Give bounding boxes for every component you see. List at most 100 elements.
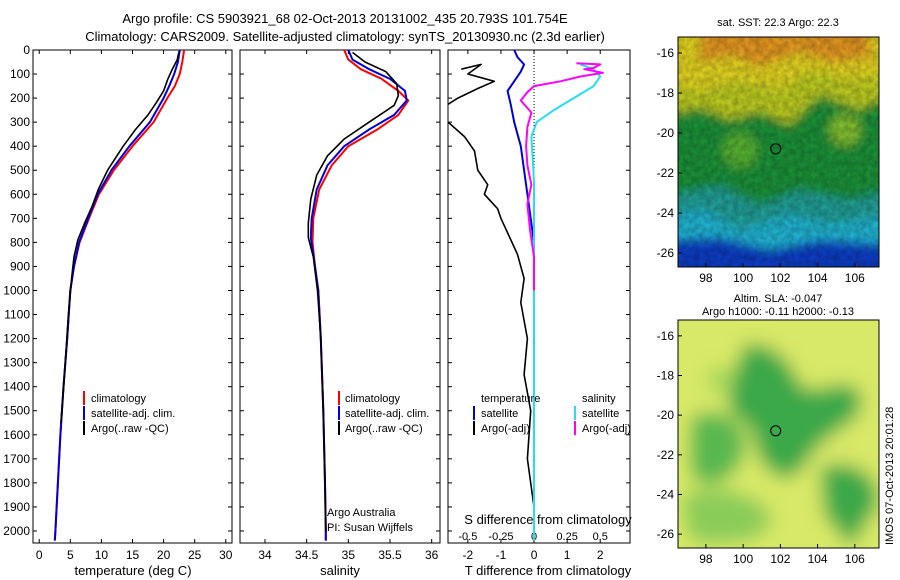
legend-label-climatology: climatology [345,393,401,405]
legend-label-argo: Argo(..raw -QC) [91,423,169,435]
map-y-tick-label: -22 [657,166,675,180]
sst-map-field [678,37,879,267]
map-y-tick-label: -22 [657,448,675,462]
x-tick-label: 20 [157,548,171,562]
x-tick-label: 0 [36,548,43,562]
legend-heading-salinity: salinity [582,393,616,405]
salinity-panel-frame [239,49,441,544]
y-tick-label: 1900 [3,500,30,514]
x-tick-label: 0 [531,548,538,562]
y-tick-label: 1700 [3,452,30,466]
x-tick-label: 25 [188,548,202,562]
map-y-tick-label: -18 [657,369,675,383]
series-line-climatology [53,50,186,541]
legend-label-temp-satellite: satellite [481,408,518,420]
series-line-salinity_satellite [530,63,602,541]
temperature-lines [53,50,186,541]
y-tick-label: 2000 [3,524,30,538]
legend-label-satellite: satellite-adj. clim. [91,408,175,420]
legend-label-sal-argo: Argo(-adj) [582,423,631,435]
sla-map-axes: 98 100 102 104 106 -16 -18 -20 -22 -24 -26 [657,329,865,566]
temperature-xlabel: temperature (deg C) [74,563,191,578]
legend-label-satellite: satellite-adj. clim. [345,408,429,420]
series-line-salinity_argo [519,62,604,291]
x-tick-label: 36 [425,548,439,562]
map-x-tick-label: 102 [770,552,790,566]
series-line-satellite [53,50,181,541]
y-tick-label: 1000 [3,283,30,297]
map-x-tick-label: 102 [770,271,790,285]
legend-label-temp-argo: Argo(-adj) [481,423,530,435]
difference-lines [448,50,604,543]
y-tick-label: 0 [23,43,30,57]
salinity-xlabel: salinity [320,563,360,578]
y-tick-label: 1300 [3,356,30,370]
x-tick-label: 35.5 [378,548,402,562]
series-line-argo [307,51,400,532]
map-y-tick-label: -16 [657,46,675,60]
sla-map-field [678,320,879,548]
salinity-legend: climatology satellite-adj. clim. Argo(..… [338,391,429,435]
x-top-tick-label: -0.5 [458,531,477,543]
map-x-tick-label: 100 [733,552,753,566]
y-tick-label: 1100 [4,308,30,322]
salinity-lines [307,50,410,541]
y-tick-label: 700 [10,211,30,225]
y-tick-label: 1600 [3,428,30,442]
x-tick-label: 34 [258,548,272,562]
map-x-tick-label: 100 [733,271,753,285]
x-tick-label: -1 [496,548,507,562]
y-tick-label: 1400 [3,380,30,394]
map-y-tick-label: -18 [657,86,675,100]
salinity-annotation-pi: PI: Susan Wijffels [327,522,413,534]
sla-map-title-line2: Argo h1000: -0.11 h2000: -0.13 [702,306,854,318]
y-tick-label: 800 [10,235,30,249]
y-tick-label: 1500 [3,404,30,418]
x-tick-label: 34.5 [295,548,319,562]
argo-position-marker [770,143,782,155]
series-line-satellite [506,50,535,541]
map-x-tick-label: 106 [845,271,865,285]
map-x-tick-label: 106 [845,552,865,566]
x-tick-label: 30 [219,548,233,562]
series-line-climatology [311,50,410,541]
difference-legend: temperature satellite Argo(-adj) salinit… [473,393,631,435]
difference-xlabel-top: S difference from climatology [464,512,632,527]
x-tick-label: -2 [463,548,474,562]
difference-xlabel-bottom: T difference from climatology [465,563,632,578]
x-top-tick-label: 0.5 [593,531,608,543]
x-top-tick-label: 0.25 [556,531,577,543]
series-line-argo [448,63,535,531]
legend-label-climatology: climatology [91,393,147,405]
temperature-panel-frame [32,49,233,544]
series-line-argo [60,51,180,423]
salinity-annotation-org: Argo Australia [327,507,396,519]
sst-map-title: sat. SST: 22.3 Argo: 22.3 [717,17,839,29]
legend-label-sal-satellite: satellite [582,408,619,420]
map-y-tick-label: -20 [657,408,675,422]
y-tick-label: 300 [10,115,30,129]
map-x-tick-label: 104 [808,271,828,285]
y-tick-label: 200 [10,91,30,105]
figure-title-line2: Climatology: CARS2009. Satellite-adjuste… [85,29,605,44]
map-y-tick-label: -16 [657,329,675,343]
legend-heading-temperature: temperature [481,393,540,405]
legend-label-argo: Argo(..raw -QC) [345,423,423,435]
y-tick-label: 500 [10,163,30,177]
x-tick-label: 5 [67,548,74,562]
temperature-axes: 0100200300400500600700800900100011001200… [3,43,232,562]
y-tick-label: 1800 [3,476,30,490]
x-tick-label: 1 [564,548,571,562]
x-tick-label: 35 [342,548,356,562]
sla-map-title-line1: Altim. SLA: -0.047 [734,293,823,305]
map-y-tick-label: -26 [657,527,675,541]
imos-timestamp: IMOS 07-Oct-2013 20:01:28 [884,407,896,545]
salinity-axes: 34 34.5 35 35.5 36 [240,49,440,562]
map-y-tick-label: -24 [657,487,675,501]
argo-position-marker [770,425,782,437]
sla-map-frame [677,319,880,549]
difference-panel-frame [447,49,631,544]
x-tick-label: 15 [126,548,140,562]
